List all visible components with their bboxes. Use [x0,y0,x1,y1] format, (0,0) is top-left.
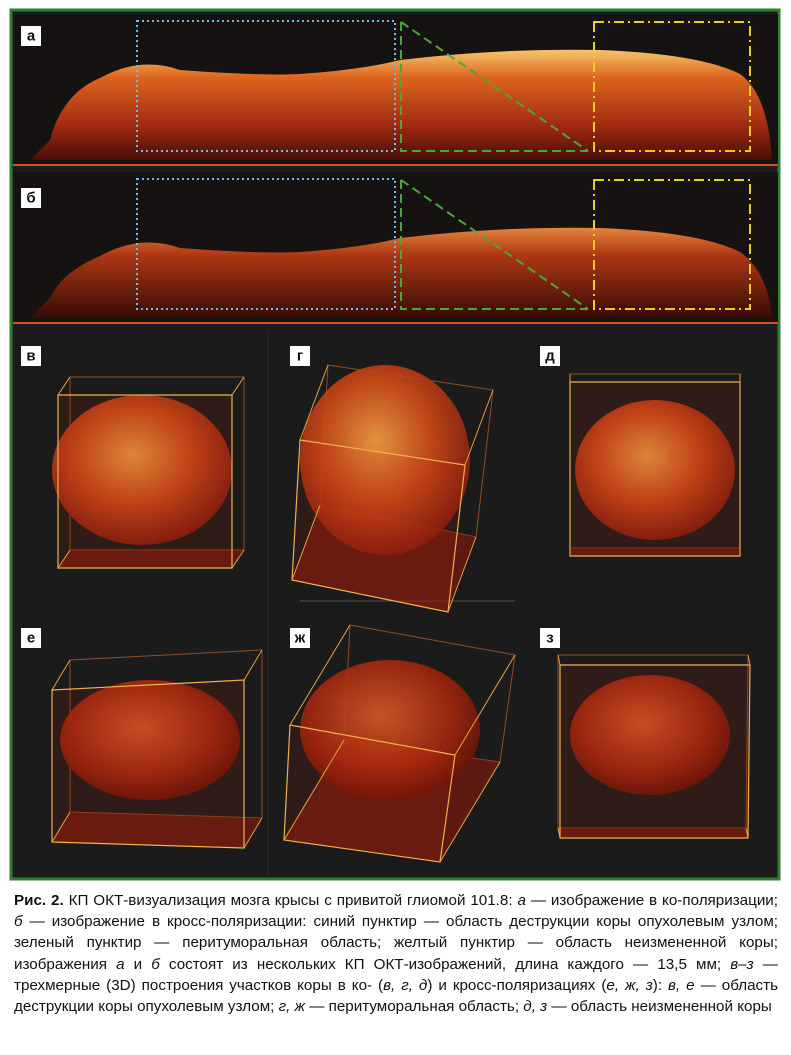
caption-text: — изображение в ко-поляризации; [525,892,779,909]
cube-edge [51,811,71,843]
caption-ref: в–з [730,955,754,973]
cube-edge [291,504,321,581]
cube-edge [283,739,345,841]
green-dashed-region [400,179,589,310]
cube-edge [57,549,71,569]
panel-label-box [21,26,41,46]
cube-edge [454,654,516,756]
cube-front [559,664,751,839]
panel-label: а [27,28,36,45]
cube-bottom [558,828,748,838]
caption-title: Рис. 2. [14,892,64,909]
caption-ref: в, е [668,976,695,994]
caption-text: — трехмерные (3D) построения участков ко… [14,955,778,994]
cube-edge [557,827,561,839]
cube-edge [57,376,71,396]
panel-label: в [26,348,35,365]
cube-edge [299,364,329,441]
panel-label-box [290,628,310,648]
panel-label: ж [294,630,306,647]
panel-label-box [290,346,310,366]
caption-text: и [124,955,152,973]
cube-edge [243,649,263,681]
caption-text: — изображение в кросс-поляризации: синий… [14,913,778,973]
panel-label-box [21,628,41,648]
caption-text: ): [652,976,669,994]
cube-edge [231,549,245,569]
panels: а б в г д е ж з [13,14,778,863]
cube-front [569,381,741,557]
caption-ref: в, г, д [383,976,428,994]
panel-label: г [297,348,303,365]
cube-bottom [570,548,740,556]
tissue-volume [52,395,232,545]
cube-bottom [58,550,244,568]
scan-image [30,49,772,160]
cube-front [51,679,245,849]
caption-text: состоят из нескольких КП ОКТ-изображений… [159,955,731,973]
tissue-volume [60,680,240,800]
cube-edge [557,654,561,666]
cube-front [57,394,233,569]
caption-text: — область деструкции коры опухолевым узл… [14,976,778,1016]
caption: Рис. 2. КП ОКТ-визуализация мозга крысы … [14,890,778,1017]
cube-edge [51,659,71,691]
cube-bottom [52,812,262,848]
panel-label: д [545,348,555,365]
cube-edge [447,536,477,613]
cube-edge [289,624,351,726]
blue-dotted-region [136,178,396,310]
tissue-volume [300,660,480,800]
yellow-dashdot-region [593,179,751,310]
cube-edge [439,761,501,863]
tissue-volume [570,675,730,795]
green-dashed-region [400,21,589,152]
caption-ref: б [14,913,23,931]
panel-label-box [21,346,41,366]
cube-edge [745,827,749,839]
tissue-volume [575,400,735,540]
caption-ref: д, з [523,998,548,1016]
cube-edge [231,376,245,396]
yellow-dashdot-region [593,21,751,152]
caption-ref: а [517,892,526,909]
caption-text: — область неизмененной коры [547,998,772,1016]
caption-ref: г, ж [278,998,305,1016]
caption-text: ) и кросс-поляризациях ( [427,976,607,994]
panel-label-box [540,346,560,366]
panel-label: б [26,190,35,207]
figure: а б в г д е ж з [9,8,781,881]
cube-edge [464,389,494,466]
caption-ref: а [116,955,125,973]
panel-label: е [27,630,35,647]
panel-label-box [21,188,41,208]
caption-text: КП ОКТ-визуализация мозга крысы с привит… [63,892,518,909]
tissue-volume [300,365,470,555]
caption-text: — перитуморальная область; [305,998,524,1016]
caption-ref: б [151,955,160,973]
panel-label: з [546,630,553,647]
cube-edge [747,654,751,666]
cube-edge [243,817,263,849]
panel-label-box [540,628,560,648]
blue-dotted-region [136,20,396,152]
caption-ref: е, ж, з [606,976,653,994]
